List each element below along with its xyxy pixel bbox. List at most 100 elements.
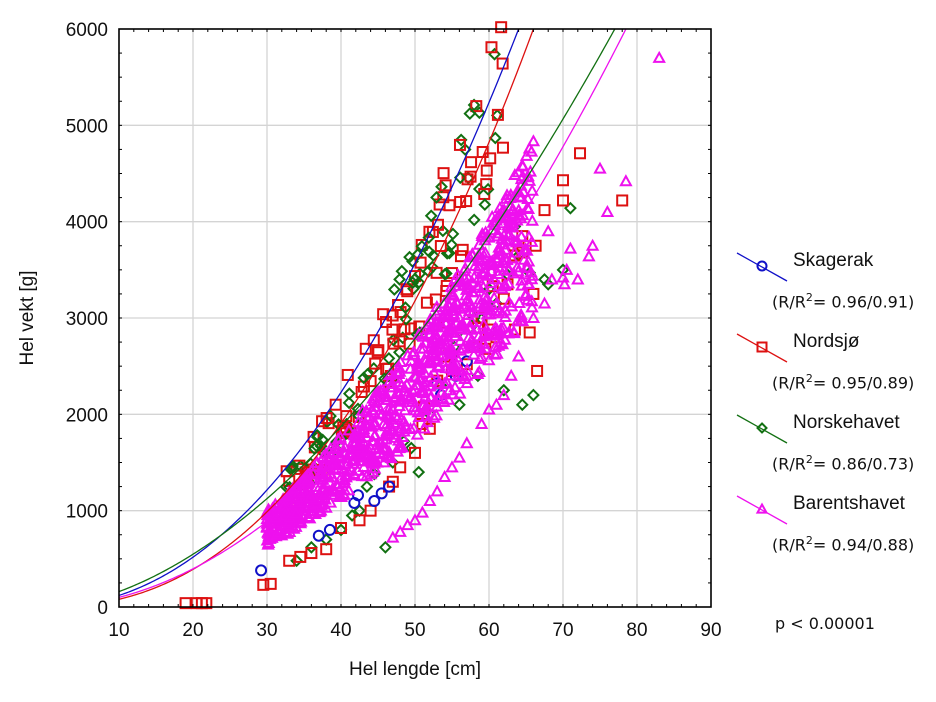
data-point (342, 396, 356, 410)
y-axis-title: Hel vekt [g] (17, 270, 38, 365)
data-point (560, 262, 574, 275)
fit-curves (118, 28, 627, 600)
data-point (452, 310, 466, 323)
data-point (571, 272, 585, 285)
legend-entry-norskehavet: Norskehavet (R/R2= 0.86/0.73) (736, 408, 936, 489)
data-point (418, 335, 432, 348)
data-point (488, 339, 502, 352)
y-tick-labels: 0 1000 2000 3000 4000 5000 6000 (66, 20, 108, 619)
data-point (200, 597, 213, 610)
data-point (519, 148, 534, 161)
data-point (387, 337, 400, 350)
data-point (402, 390, 417, 403)
data-point (525, 213, 539, 226)
y-tick-label: 0 (97, 598, 108, 619)
data-point (456, 319, 470, 332)
data-point (429, 408, 443, 421)
data-point (401, 348, 415, 361)
data-point (470, 100, 483, 113)
data-point (522, 141, 537, 154)
data-point (462, 250, 477, 263)
x-tick-label: 40 (330, 620, 351, 641)
fit-curve-norskehavet (118, 28, 616, 593)
data-point (415, 505, 430, 518)
legend-swatch-diamond-icon (736, 414, 788, 444)
data-point (480, 307, 495, 320)
data-point (420, 296, 433, 309)
data-point (408, 513, 422, 526)
legend-line (736, 495, 788, 525)
data-point (416, 329, 431, 342)
data-point (379, 428, 393, 441)
data-point (435, 180, 448, 194)
y-tick-label: 2000 (66, 405, 108, 426)
data-point (505, 203, 520, 216)
data-point (494, 321, 508, 334)
data-point (386, 403, 400, 416)
x-tick-label: 20 (182, 620, 203, 641)
data-point (471, 271, 486, 284)
data-point (382, 410, 396, 423)
data-point (490, 226, 505, 239)
data-point (257, 578, 270, 591)
data-point (480, 178, 493, 191)
y-tick-label: 5000 (66, 116, 108, 137)
data-point (300, 473, 315, 486)
data-point (448, 380, 462, 393)
data-point (433, 340, 448, 353)
data-point (382, 450, 396, 463)
data-point (525, 300, 539, 313)
data-point (497, 263, 511, 276)
data-point (453, 343, 468, 356)
data-point (372, 441, 386, 454)
data-point (410, 427, 425, 440)
x-tick-label: 50 (404, 620, 425, 641)
data-point (563, 201, 577, 215)
data-point (541, 224, 555, 237)
data-point (496, 141, 509, 154)
data-point (377, 390, 391, 403)
data-point (404, 353, 419, 366)
data-point (512, 189, 526, 202)
data-point (359, 469, 374, 482)
data-point (511, 349, 526, 362)
data-point (463, 322, 477, 335)
data-point (456, 243, 469, 256)
data-point (474, 416, 489, 429)
data-point (384, 412, 398, 425)
data-point (346, 452, 361, 465)
data-point (445, 460, 459, 473)
data-point (437, 191, 450, 204)
data-point (424, 354, 439, 367)
data-point (323, 523, 336, 536)
data-point (484, 264, 499, 277)
data-point (423, 422, 436, 435)
data-point (472, 182, 486, 196)
data-point (386, 423, 400, 436)
data-point (303, 511, 317, 524)
data-point (290, 554, 304, 568)
data-point (506, 266, 521, 279)
data-point (388, 389, 402, 402)
data-point (538, 204, 551, 217)
legend-line (736, 252, 788, 282)
data-point (437, 469, 452, 482)
data-point (515, 278, 529, 291)
data-point (593, 161, 607, 174)
data-point (341, 464, 355, 477)
data-point (470, 321, 484, 334)
data-point (399, 312, 413, 326)
data-point (454, 250, 467, 263)
fit-curve-skagerak (118, 28, 520, 597)
data-point (600, 204, 615, 218)
data-point (616, 194, 629, 207)
data-point (461, 271, 476, 284)
legend-entry-nordsjo: Nordsjø (R/R2= 0.95/0.89) (736, 327, 936, 408)
data-point (582, 249, 596, 262)
data-point (367, 399, 382, 412)
data-point (281, 489, 296, 502)
data-point (482, 353, 496, 366)
data-point (337, 476, 352, 489)
data-point (452, 450, 467, 463)
data-point (426, 249, 440, 262)
